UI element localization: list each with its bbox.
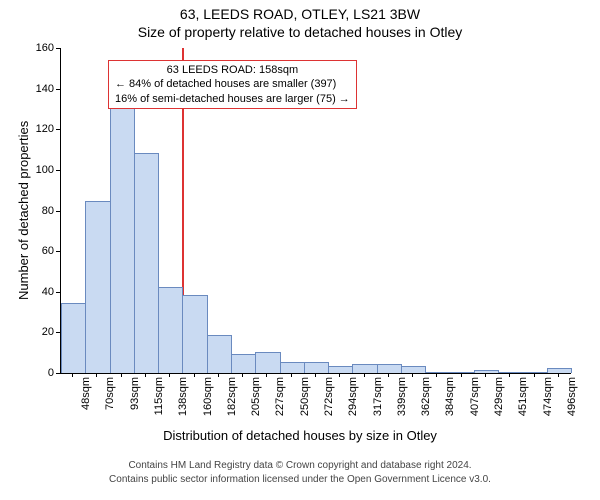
copyright-line-1: Contains HM Land Registry data © Crown c… bbox=[0, 460, 600, 471]
annotation-line-3: 16% of semi-detached houses are larger (… bbox=[115, 92, 350, 106]
histogram-bar bbox=[134, 153, 159, 373]
chart-title-sub: Size of property relative to detached ho… bbox=[0, 24, 600, 40]
x-tick-label: 160sqm bbox=[198, 377, 214, 416]
x-tick-mark bbox=[291, 373, 292, 377]
x-tick-mark bbox=[72, 373, 73, 377]
x-tick-mark bbox=[534, 373, 535, 377]
y-tick: 0 bbox=[48, 367, 60, 379]
x-tick-mark bbox=[218, 373, 219, 377]
x-tick-mark bbox=[242, 373, 243, 377]
x-tick-label: 227sqm bbox=[270, 377, 286, 416]
y-tick: 140 bbox=[36, 83, 60, 95]
y-tick: 40 bbox=[42, 286, 60, 298]
copyright-line-2: Contains public sector information licen… bbox=[0, 474, 600, 485]
histogram-bar bbox=[85, 201, 110, 373]
x-tick-mark bbox=[461, 373, 462, 377]
y-axis-label: Number of detached properties bbox=[16, 121, 31, 300]
histogram-bar bbox=[498, 372, 523, 373]
annotation-line-2: ← 84% of detached houses are smaller (39… bbox=[115, 77, 350, 91]
y-tick: 100 bbox=[36, 164, 60, 176]
histogram-bar bbox=[304, 362, 329, 373]
x-tick-label: 384sqm bbox=[440, 377, 456, 416]
histogram-bar bbox=[110, 106, 135, 373]
x-tick-label: 182sqm bbox=[222, 377, 238, 416]
x-tick-mark bbox=[558, 373, 559, 377]
histogram-bar bbox=[377, 364, 402, 373]
x-tick-label: 93sqm bbox=[125, 377, 141, 410]
x-tick-label: 496sqm bbox=[562, 377, 578, 416]
y-tick: 120 bbox=[36, 123, 60, 135]
x-tick-label: 70sqm bbox=[100, 377, 116, 410]
histogram-bar bbox=[522, 372, 547, 373]
histogram-bar bbox=[280, 362, 305, 373]
x-axis-label: Distribution of detached houses by size … bbox=[0, 428, 600, 443]
x-tick-mark bbox=[509, 373, 510, 377]
histogram-bar bbox=[61, 303, 86, 373]
x-tick-label: 48sqm bbox=[76, 377, 92, 410]
x-tick-mark bbox=[145, 373, 146, 377]
x-tick-label: 250sqm bbox=[295, 377, 311, 416]
x-tick-mark bbox=[169, 373, 170, 377]
x-tick-label: 138sqm bbox=[173, 377, 189, 416]
x-tick-mark bbox=[412, 373, 413, 377]
x-tick-mark bbox=[436, 373, 437, 377]
histogram-bar bbox=[474, 370, 499, 373]
x-tick-label: 451sqm bbox=[513, 377, 529, 416]
x-tick-mark bbox=[485, 373, 486, 377]
histogram-bar bbox=[255, 352, 280, 373]
histogram-bar bbox=[401, 366, 426, 373]
x-tick-mark bbox=[121, 373, 122, 377]
chart-container: { "titles":{ "main":"63, LEEDS ROAD, OTL… bbox=[0, 0, 600, 500]
x-tick-label: 205sqm bbox=[246, 377, 262, 416]
histogram-bar bbox=[207, 335, 232, 373]
x-tick-mark bbox=[266, 373, 267, 377]
x-tick-mark bbox=[339, 373, 340, 377]
x-tick-label: 429sqm bbox=[489, 377, 505, 416]
y-tick: 20 bbox=[42, 326, 60, 338]
y-tick: 80 bbox=[42, 205, 60, 217]
x-tick-label: 362sqm bbox=[416, 377, 432, 416]
x-tick-label: 474sqm bbox=[538, 377, 554, 416]
histogram-bar bbox=[231, 354, 256, 373]
x-tick-mark bbox=[96, 373, 97, 377]
histogram-bar bbox=[425, 372, 450, 373]
histogram-bar bbox=[450, 372, 475, 373]
x-tick-label: 407sqm bbox=[465, 377, 481, 416]
x-tick-label: 115sqm bbox=[149, 377, 165, 415]
x-tick-label: 294sqm bbox=[343, 377, 359, 416]
chart-title-main: 63, LEEDS ROAD, OTLEY, LS21 3BW bbox=[0, 6, 600, 22]
histogram-bar bbox=[182, 295, 207, 373]
histogram-bar bbox=[158, 287, 183, 373]
x-tick-mark bbox=[194, 373, 195, 377]
histogram-bar bbox=[547, 368, 572, 373]
annotation-line-1: 63 LEEDS ROAD: 158sqm bbox=[115, 63, 350, 77]
x-tick-mark bbox=[315, 373, 316, 377]
x-tick-mark bbox=[388, 373, 389, 377]
x-tick-label: 272sqm bbox=[319, 377, 335, 416]
x-tick-mark bbox=[364, 373, 365, 377]
y-tick: 160 bbox=[36, 42, 60, 54]
histogram-bar bbox=[352, 364, 377, 373]
y-tick: 60 bbox=[42, 245, 60, 257]
histogram-bar bbox=[328, 366, 353, 373]
x-tick-label: 339sqm bbox=[392, 377, 408, 416]
annotation-box: 63 LEEDS ROAD: 158sqm ← 84% of detached … bbox=[108, 60, 357, 109]
x-tick-label: 317sqm bbox=[368, 377, 384, 416]
